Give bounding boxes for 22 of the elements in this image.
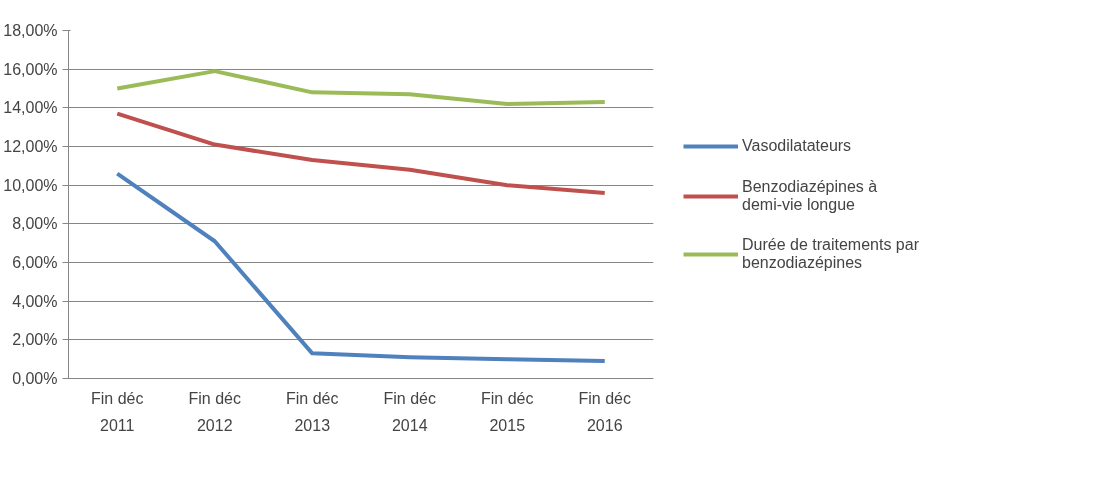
x-tick-label: Fin déc 2016 — [578, 389, 631, 434]
y-tick-label: 6,00% — [12, 254, 58, 271]
line-series — [115, 171, 607, 364]
y-tick-label: 18,00% — [3, 22, 58, 39]
y-tick-label: 10,00% — [3, 176, 58, 194]
x-tick-label: Fin déc 2015 — [481, 389, 534, 434]
y-tick-label: 16,00% — [3, 60, 58, 78]
legend-label: Benzodiazépines à demi-vie longue — [742, 178, 878, 214]
y-tick-label: 4,00% — [12, 292, 58, 310]
legend-label: Durée de traitements par benzodiazépines — [742, 236, 919, 272]
legend-label: Vasodilatateurs — [742, 137, 852, 155]
y-tick-label: 2,00% — [12, 331, 58, 349]
line-series — [115, 111, 607, 195]
y-tick-label: 0,00% — [12, 370, 58, 387]
y-tick-label: 14,00% — [3, 99, 58, 117]
line-series — [115, 69, 607, 106]
y-tick-label: 12,00% — [3, 138, 58, 155]
x-tick-label: Fin déc 2012 — [188, 389, 241, 434]
x-tick-label: Fin déc 2013 — [286, 389, 339, 434]
x-tick-label: Fin déc 2014 — [383, 389, 436, 434]
y-tick-label: 8,00% — [12, 215, 58, 233]
x-tick-label: Fin déc 2011 — [91, 389, 144, 434]
